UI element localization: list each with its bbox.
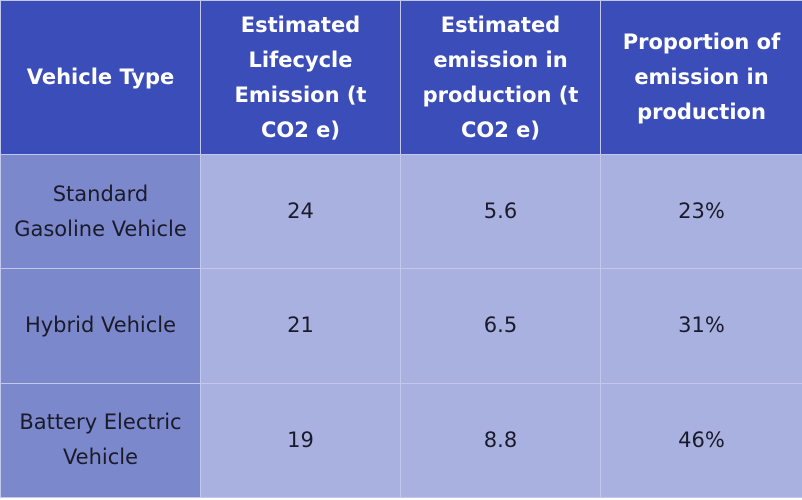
production-cell: 6.5 [400,268,601,384]
proportion-cell: 46% [600,382,802,499]
lifecycle-cell: 24 [200,153,401,270]
proportion-cell: 23% [600,153,802,270]
table-row: Standard Gasoline Vehicle 24 5.6 23% [0,153,802,270]
lifecycle-cell: 21 [200,268,401,384]
vehicle-type-cell: Battery Electric Vehicle [0,382,201,499]
table-row: Battery Electric Vehicle 19 8.8 46% [0,382,802,499]
header-production-emission: Estimated emission in production (t CO2 … [400,0,601,155]
production-cell: 5.6 [400,153,601,270]
vehicle-type-cell: Standard Gasoline Vehicle [0,153,201,270]
table-row: Hybrid Vehicle 21 6.5 31% [0,268,802,384]
header-production-proportion: Proportion of emission in production [600,0,802,155]
header-row: Vehicle Type Estimated Lifecycle Emissio… [0,0,802,155]
lifecycle-cell: 19 [200,382,401,499]
proportion-cell: 31% [600,268,802,384]
production-cell: 8.8 [400,382,601,499]
header-lifecycle-emission: Estimated Lifecycle Emission (t CO2 e) [200,0,401,155]
vehicle-type-cell: Hybrid Vehicle [0,268,201,384]
header-vehicle-type: Vehicle Type [0,0,201,155]
